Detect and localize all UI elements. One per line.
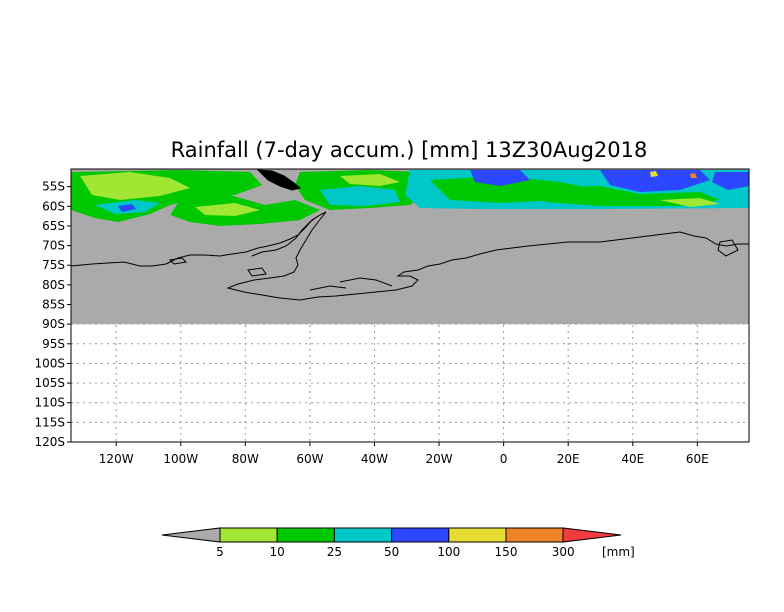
lon-tick-label: 0 [500, 452, 508, 466]
longitude-ticks: 120W 100W 80W 60W 40W 20W 0 20E 40E 60E [99, 442, 709, 466]
lon-tick-label: 60W [296, 452, 323, 466]
colorbar-label: 300 [552, 545, 575, 559]
plot-area: 55S 60S 65S 70S 75S 80S 85S 90S 95S 100S 105S 110S 1… [34, 168, 750, 466]
colorbar-label: 50 [384, 545, 399, 559]
colorbar-label: 10 [270, 545, 285, 559]
lon-tick-label: 40W [361, 452, 388, 466]
lon-tick-label: 20W [425, 452, 452, 466]
coastline-ice-shelf [309, 277, 393, 291]
rain-patch-lightgreen-east2 [660, 198, 720, 207]
lat-tick-label: 80S [42, 278, 65, 292]
lat-tick-label: 100S [34, 356, 65, 370]
lon-tick-label: 120W [99, 452, 134, 466]
colorbar-label: 100 [437, 545, 460, 559]
coastline-island-1 [168, 257, 188, 265]
colorbar-label: 25 [327, 545, 342, 559]
lat-tick-label: 90S [42, 317, 65, 331]
rain-patch-blue-east4 [712, 172, 749, 190]
lat-tick-label: 95S [42, 337, 65, 351]
colorbar-box [276, 527, 335, 543]
colorbar: 5 10 25 50 100 150 300 [mm] [161, 527, 635, 559]
coastline-south-america-tip [256, 169, 302, 191]
lat-tick-label: 110S [34, 396, 65, 410]
lon-tick-label: 80W [232, 452, 259, 466]
coastlines [70, 169, 749, 301]
colorbar-box [219, 527, 278, 543]
lat-tick-label: 60S [42, 199, 65, 213]
lat-tick-label: 120S [34, 435, 65, 449]
colorbar-above-triangle [562, 527, 622, 543]
colorbar-box [505, 527, 564, 543]
colorbar-below-triangle [161, 527, 221, 543]
colorbar-box [333, 527, 393, 543]
rain-patch-blue-west [118, 204, 136, 212]
lon-tick-label: 20E [557, 452, 580, 466]
coastline-island-3 [717, 239, 739, 257]
colorbar-box [391, 527, 450, 543]
rain-patch-yellow-east [650, 171, 658, 177]
lat-tick-label: 75S [42, 258, 65, 272]
map-title: Rainfall (7-day accum.) [mm] 13Z30Aug201… [171, 138, 648, 162]
rain-patch-cyan-east1 [320, 186, 400, 206]
rain-patch-orange-east [690, 173, 697, 178]
lat-tick-label: 105S [34, 376, 65, 390]
colorbar-unit: [mm] [602, 545, 635, 559]
rain-patch-blue-east3 [600, 170, 710, 192]
colorbar-label: 5 [216, 545, 224, 559]
colorbar-box [448, 527, 507, 543]
lat-tick-label: 70S [42, 239, 65, 253]
lat-tick-label: 115S [34, 415, 65, 429]
plot-frame [70, 168, 750, 443]
coastline-peninsula [251, 215, 319, 257]
lat-tick-label: 85S [42, 298, 65, 312]
latitude-ticks: 55S 60S 65S 70S 75S 80S 85S 90S 95S 100S 105S 110S 1… [34, 180, 71, 449]
colorbar-boxes [219, 527, 564, 543]
lon-tick-label: 40E [621, 452, 644, 466]
colorbar-labels: 5 10 25 50 100 150 300 [216, 545, 574, 559]
rain-patch-lightgreen-central [195, 203, 260, 216]
rain-patch-lightgreen-east1 [340, 174, 400, 186]
rain-patch-blue-east2 [470, 170, 530, 186]
rain-patch-lightgreen-west [80, 172, 190, 200]
rainfall-patches [71, 170, 749, 226]
colorbar-label: 150 [495, 545, 518, 559]
coastline-island-2 [247, 267, 267, 277]
lat-tick-label: 65S [42, 219, 65, 233]
lon-tick-label: 60E [686, 452, 709, 466]
coastline-antarctica [70, 211, 749, 301]
lon-tick-label: 100W [163, 452, 198, 466]
lat-tick-label: 55S [42, 180, 65, 194]
